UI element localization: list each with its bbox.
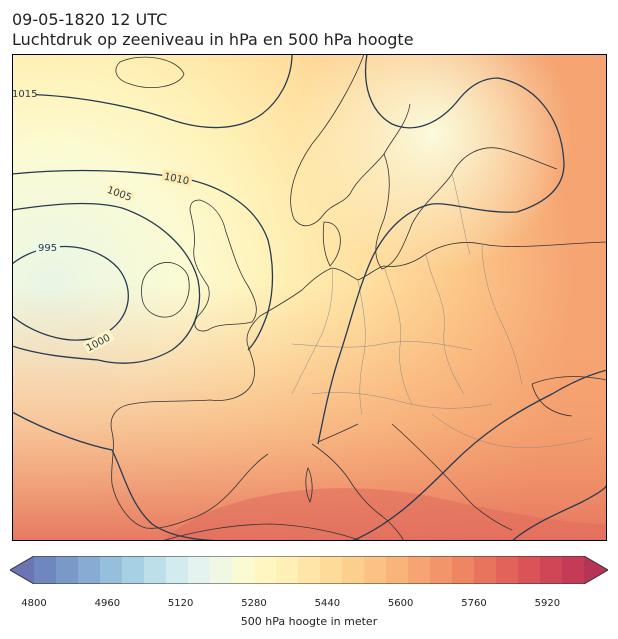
colorbar-tick-label: 5280 xyxy=(241,598,267,609)
country-borders xyxy=(291,173,593,448)
colorbar-cell xyxy=(210,556,233,584)
denmark-coast xyxy=(322,221,341,267)
isobar-995 xyxy=(12,245,129,341)
colorbar-cell xyxy=(122,556,145,584)
weather-map: 1015 1010 1005 995 1000 xyxy=(12,54,607,541)
colorbar-cell xyxy=(364,556,387,584)
height-field-core xyxy=(162,488,607,541)
isobars xyxy=(12,54,607,541)
colorbar-tick-label: 4800 xyxy=(21,598,47,609)
colorbar-cell xyxy=(320,556,343,584)
colorbar-cell xyxy=(232,556,255,584)
colorbar-cell xyxy=(408,556,431,584)
colorbar-cell xyxy=(78,556,101,584)
colorbar-cell xyxy=(452,556,475,584)
france-iberia-coast xyxy=(110,315,269,529)
black-sea-coast xyxy=(531,376,607,417)
italy-coast xyxy=(311,423,405,541)
isobar-1000 xyxy=(12,345,99,361)
colorbar-tick-label: 5120 xyxy=(167,598,194,609)
isobar-southeast xyxy=(511,483,607,541)
continent-coast xyxy=(259,241,607,317)
isobar-label-1010: 1010 xyxy=(163,171,190,187)
colorbar-cell xyxy=(430,556,453,584)
isobar-1010 xyxy=(12,169,274,351)
iceland-coast xyxy=(115,56,185,89)
colorbar-cell xyxy=(562,556,585,584)
isobar-south-2 xyxy=(351,369,607,541)
colorbar-cell xyxy=(100,556,123,584)
colorbar-extend-high xyxy=(584,556,608,584)
colorbar-cell xyxy=(144,556,167,584)
isobar-1005 xyxy=(12,202,201,364)
colorbar-cell xyxy=(386,556,409,584)
colorbar-cell xyxy=(188,556,211,584)
map-title: Luchtdruk op zeeniveau in hPa en 500 hPa… xyxy=(12,30,414,49)
great-britain-coast xyxy=(189,199,257,332)
colorbar-label: 500 hPa hoogte in meter xyxy=(240,615,378,628)
colorbar-cells xyxy=(10,556,608,584)
colorbar-tick-label: 5440 xyxy=(314,598,341,609)
isobar-south-1 xyxy=(12,411,233,541)
colorbar-cell xyxy=(474,556,497,584)
balkan-coast xyxy=(391,423,513,531)
isobar-1015-east xyxy=(317,54,565,445)
colorbar xyxy=(10,556,608,584)
isobar-1015-west xyxy=(12,54,293,129)
map-frame xyxy=(12,54,607,541)
colorbar-extend-low xyxy=(10,556,34,584)
colorbar-tick-label: 5920 xyxy=(534,598,561,609)
colorbar-cell xyxy=(166,556,189,584)
map-datetime: 09-05-1820 12 UTC xyxy=(12,10,168,29)
colorbar-tick-label: 5760 xyxy=(461,598,487,609)
isobar-label-995: 995 xyxy=(38,243,57,254)
colorbar-cell xyxy=(276,556,299,584)
corsica-sardinia xyxy=(305,466,313,504)
north-africa-coast xyxy=(161,523,363,541)
colorbar-cell xyxy=(496,556,519,584)
finland-coast xyxy=(451,147,558,175)
height-field-north xyxy=(12,54,607,284)
isobar-label-1015: 1015 xyxy=(12,89,37,100)
colorbar-cell xyxy=(342,556,365,584)
ireland-coast xyxy=(141,262,190,318)
colorbar-tick-label: 5600 xyxy=(387,598,414,609)
colorbar-cell xyxy=(56,556,79,584)
colorbar-cell xyxy=(298,556,321,584)
colorbar-tick-label: 4960 xyxy=(94,598,121,609)
colorbar-cell xyxy=(34,556,57,584)
colorbar-cell xyxy=(518,556,541,584)
colorbar-cell xyxy=(254,556,277,584)
colorbar-cell xyxy=(540,556,563,584)
